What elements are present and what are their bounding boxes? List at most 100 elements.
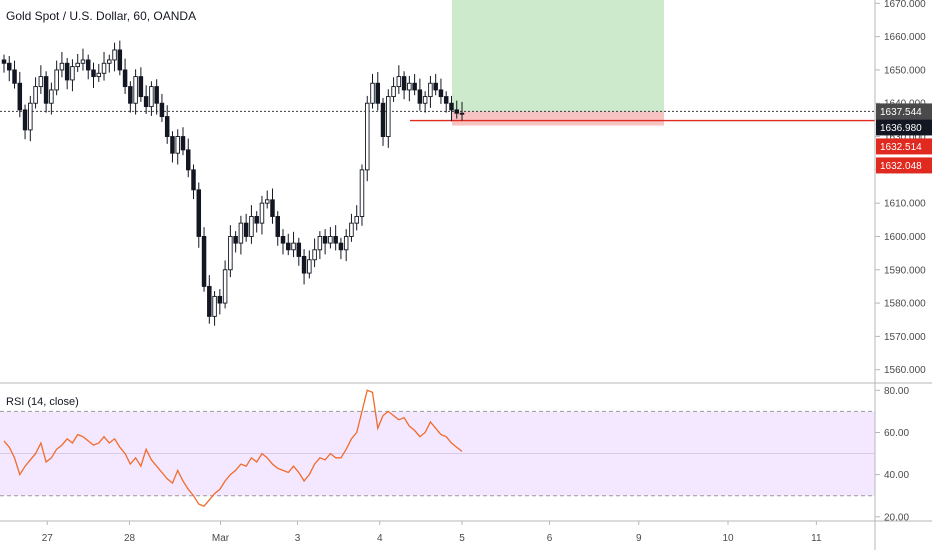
candle-body — [233, 236, 238, 244]
candle-body — [243, 222, 249, 237]
rsi-tick-label: 40.00 — [884, 470, 909, 481]
candle-body — [122, 69, 128, 88]
candle-body — [28, 102, 33, 131]
candle-body — [154, 86, 159, 104]
candle-body — [49, 89, 54, 104]
candle-body — [417, 89, 423, 104]
candle-body — [80, 59, 86, 64]
rsi-tick-label: 80.00 — [884, 386, 909, 397]
candle-body — [254, 216, 259, 224]
candle-body — [322, 236, 328, 244]
price-tick-label: 1570.000 — [884, 332, 926, 343]
time-tick-label: 6 — [547, 533, 553, 544]
candle-body — [43, 76, 49, 104]
candle-body — [96, 72, 102, 78]
candle-body — [238, 222, 244, 244]
candle-body — [375, 82, 381, 104]
rsi-tick-label: 20.00 — [884, 512, 909, 523]
candle-body — [70, 66, 75, 81]
candle-body — [175, 136, 180, 154]
price-tick-label: 1610.000 — [884, 199, 926, 210]
candle-body — [159, 102, 165, 118]
candle-body — [85, 59, 91, 71]
price-tick-label: 1600.000 — [884, 232, 926, 243]
candle-body — [222, 269, 228, 304]
candle-body — [291, 242, 296, 251]
candle-body — [296, 242, 302, 257]
candle-body — [191, 169, 196, 191]
stop-zone[interactable] — [452, 111, 664, 126]
time-tick-label: 27 — [42, 533, 54, 544]
rsi-title: RSI (14, close) — [6, 396, 79, 408]
candle-body — [186, 149, 191, 171]
target-zone[interactable] — [452, 0, 664, 112]
time-tick-label: 28 — [124, 533, 136, 544]
candle-body — [328, 236, 333, 244]
candle-body — [217, 295, 223, 304]
time-tick-label: 5 — [459, 533, 465, 544]
candle-body — [370, 82, 375, 104]
rsi-axis[interactable]: 80.00 60.00 40.00 20.00 — [875, 386, 909, 523]
time-tick-label: Mar — [212, 533, 230, 544]
candle-body — [343, 236, 349, 251]
price-tag-bg — [876, 119, 932, 136]
candle-body — [349, 222, 354, 237]
candle-body — [401, 76, 407, 91]
time-tick-label: 4 — [377, 533, 383, 544]
candle-body — [396, 76, 402, 88]
candle-body — [264, 199, 270, 204]
price-tick-label: 1650.000 — [884, 65, 926, 76]
candle-body — [286, 242, 291, 251]
candle-body — [454, 109, 459, 114]
candle-body — [12, 69, 17, 84]
price-tick-label: 1560.000 — [884, 365, 926, 376]
price-tag-label: 1632.514 — [880, 142, 922, 153]
candle-body — [117, 49, 123, 71]
candle-body — [38, 76, 44, 88]
candle-body — [433, 82, 438, 91]
candle-body — [259, 202, 265, 224]
price-tag-label: 1632.048 — [880, 161, 922, 172]
candle-body — [64, 62, 70, 81]
time-axis[interactable]: 27 28 Mar 3 4 5 6 9 10 11 — [42, 521, 822, 544]
candle-body — [107, 59, 112, 64]
candle-body — [301, 255, 307, 274]
position-tool[interactable] — [410, 0, 875, 126]
price-tag-bg — [876, 157, 932, 174]
candle-body — [164, 116, 170, 137]
candle-body — [75, 62, 80, 68]
candle-body — [380, 102, 386, 137]
candle-body — [354, 216, 359, 224]
candle-body — [364, 102, 370, 171]
price-tag-bg — [876, 138, 932, 155]
candle-body — [133, 76, 138, 104]
price-tags: 1637.544 1636.980 1632.514 1632.048 — [876, 103, 932, 174]
rsi-line — [3, 389, 463, 507]
candle-body — [7, 62, 12, 71]
candle-body — [407, 82, 412, 91]
candle-body — [386, 96, 391, 137]
candle-body — [338, 242, 344, 251]
candle-body — [17, 82, 23, 111]
candle-body — [275, 216, 280, 237]
candle-body — [312, 249, 317, 261]
rsi-tick-label: 60.00 — [884, 428, 909, 439]
candle-body — [33, 86, 38, 104]
price-tag-bg — [876, 103, 932, 120]
candle-body — [459, 112, 465, 115]
time-tick-label: 3 — [295, 533, 301, 544]
candle-body — [317, 236, 323, 251]
candle-body — [54, 69, 59, 91]
candle-body — [307, 259, 312, 274]
candle-body — [249, 216, 254, 237]
candle-body — [280, 236, 286, 244]
candle-body — [196, 189, 202, 237]
candle-body — [438, 89, 444, 98]
price-axis[interactable]: 1670.0001660.0001650.0001640.0001630.000… — [875, 0, 926, 376]
candle-body — [1, 59, 7, 64]
price-tick-label: 1580.000 — [884, 299, 926, 310]
time-tick-label: 10 — [722, 533, 734, 544]
time-tick-label: 11 — [811, 533, 822, 544]
candle-body — [449, 102, 454, 111]
